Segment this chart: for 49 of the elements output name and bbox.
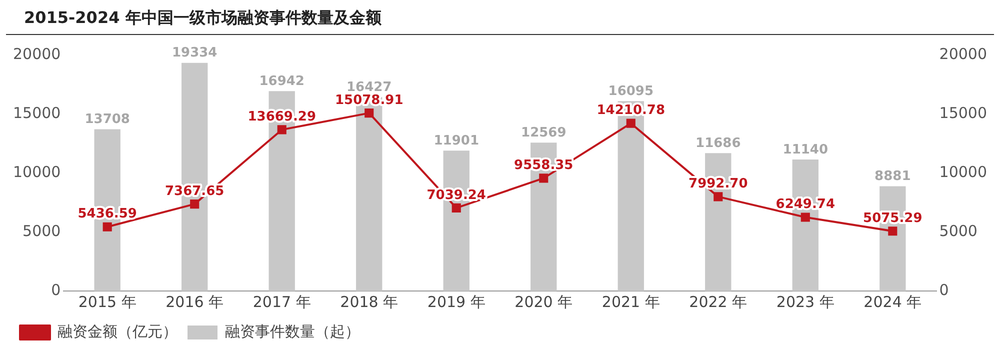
y-tick-label: 15000: [13, 104, 61, 122]
data-label: 5436.59: [78, 206, 137, 222]
data-label: 6249.74: [776, 197, 836, 212]
x-tick-label: 2022 年: [689, 292, 748, 311]
x-tick-label: 2023 年: [776, 292, 834, 311]
data-label: 13708: [84, 112, 130, 128]
point: [888, 226, 898, 236]
x-tick-label: 2024 年: [864, 292, 922, 311]
data-label: 15078.91: [334, 92, 404, 108]
y-tick-label: 10000: [13, 162, 61, 181]
data-label: 14210.78: [596, 103, 666, 118]
y-tick-label: 5000: [22, 222, 61, 240]
point: [364, 108, 374, 118]
point: [626, 118, 636, 128]
data-label: 11686: [696, 136, 741, 151]
x-tick-label: 2017 年: [252, 292, 311, 311]
chart-title: 2015-2024 年中国一级市场融资事件数量及金额: [6, 0, 994, 35]
point: [452, 203, 461, 212]
x-tick-label: 2015 年: [78, 292, 136, 311]
point: [190, 200, 200, 209]
data-label: 5075.29: [863, 210, 922, 226]
y2-tick-label: 10000: [939, 162, 987, 181]
x-tick-label: 2020 年: [514, 292, 573, 311]
data-label: 19334: [172, 46, 218, 61]
point: [800, 212, 810, 222]
data-label: 11140: [782, 142, 828, 158]
data-label: 11901: [434, 133, 479, 148]
point: [539, 174, 548, 183]
y-tick-label: 0: [51, 280, 61, 299]
y2-tick-label: 15000: [939, 104, 987, 122]
data-label: 16427: [346, 80, 392, 96]
y2-tick-label: 5000: [939, 222, 978, 240]
point: [714, 192, 723, 202]
x-tick-label: 2021 年: [602, 292, 660, 311]
point: [277, 125, 286, 134]
data-label: 16942: [259, 74, 304, 89]
data-label: 12569: [521, 126, 566, 141]
y2-tick-label: 20000: [939, 44, 987, 63]
data-label: 13669.29: [248, 110, 316, 125]
data-label: 16095: [608, 84, 654, 99]
legend-label: 融资金额（亿元）: [58, 322, 178, 340]
point: [102, 222, 112, 232]
legend-label: 融资事件数量（起）: [225, 322, 360, 340]
y-tick-label: 20000: [13, 44, 61, 63]
x-tick-label: 2016 年: [166, 292, 224, 311]
x-tick-label: 2018 年: [340, 292, 398, 311]
data-label: 8881: [874, 169, 911, 184]
y2-tick-label: 0: [939, 280, 949, 299]
x-tick-label: 2019 年: [427, 292, 486, 311]
